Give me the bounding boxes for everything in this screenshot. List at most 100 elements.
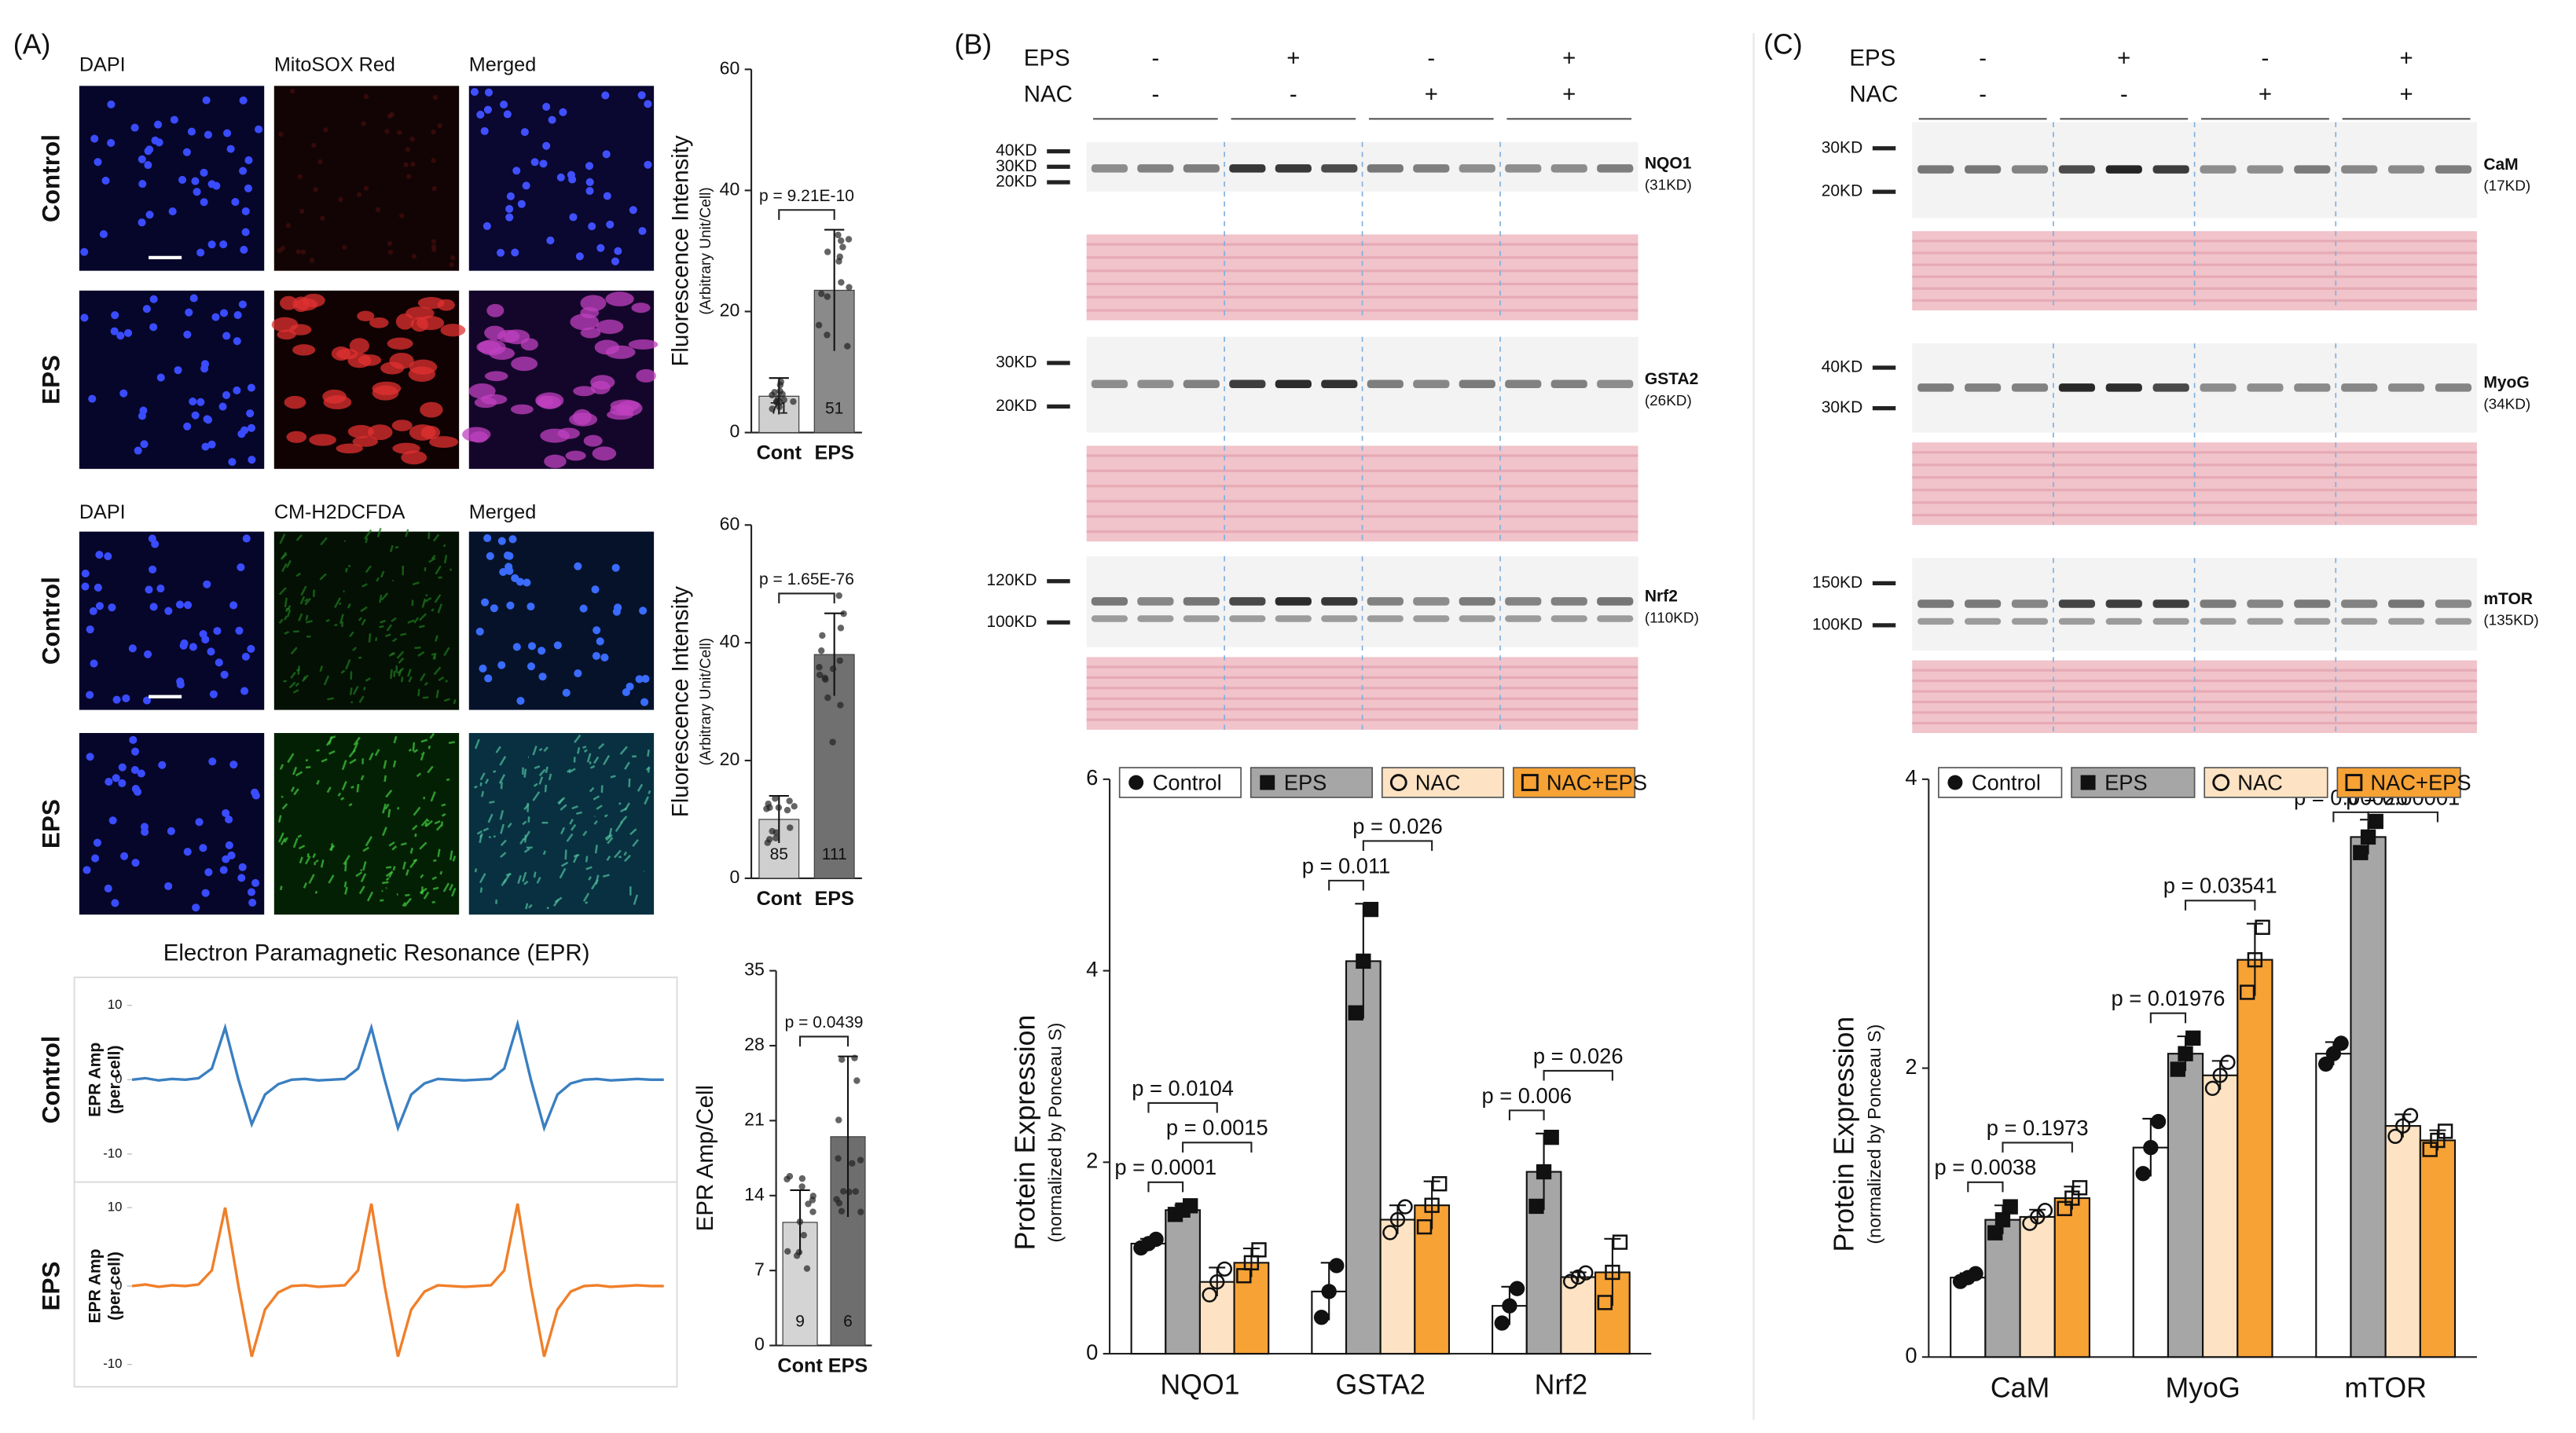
nucleus	[212, 181, 221, 190]
fiber	[382, 803, 387, 814]
nucleus	[644, 160, 652, 169]
marker-label: 40KD	[1822, 358, 1863, 376]
fiber	[571, 805, 578, 810]
treatment-sign: +	[1562, 45, 1576, 71]
x-tick-label: EPS	[814, 888, 853, 910]
speck	[300, 249, 306, 255]
micrograph	[79, 531, 265, 710]
fiber	[306, 620, 313, 624]
blot-band	[2200, 165, 2237, 174]
marker-label: 100KD	[1812, 615, 1862, 633]
nucleus	[484, 674, 493, 683]
replicate-dot	[2064, 1190, 2080, 1206]
data-dot	[857, 1156, 864, 1164]
fiber	[620, 807, 628, 813]
replicate-dot	[1216, 1261, 1233, 1277]
fiber	[278, 587, 287, 596]
treatment-sign: +	[1562, 82, 1576, 108]
data-dot	[817, 290, 825, 298]
data-dot	[776, 381, 784, 389]
fiber	[389, 544, 394, 552]
nucleus	[111, 311, 119, 320]
blot-band	[1413, 597, 1450, 606]
fiber	[300, 585, 307, 596]
fiber	[340, 669, 346, 674]
speck	[289, 88, 295, 94]
fiber	[573, 853, 580, 858]
nucleus	[90, 659, 98, 668]
fiber	[355, 871, 363, 878]
nucleus	[562, 688, 571, 697]
fiber	[588, 876, 592, 881]
fiber	[398, 669, 402, 676]
replicate-dot	[1562, 1274, 1579, 1289]
replicate-dot	[2430, 1132, 2446, 1149]
nucleus	[229, 601, 238, 610]
nucleus	[81, 570, 90, 578]
cell	[358, 354, 382, 366]
blot-membrane	[1086, 556, 1638, 647]
blot-band	[1137, 597, 1174, 606]
nucleus	[517, 200, 526, 208]
nucleus	[149, 603, 158, 611]
fiber	[365, 537, 369, 544]
blot-band	[1459, 379, 1495, 389]
nucleus	[138, 155, 146, 163]
fiber	[585, 856, 589, 863]
nucleus	[170, 115, 178, 124]
fiber	[443, 647, 450, 657]
blot-band	[1413, 615, 1450, 622]
legend-entry: EPS	[1249, 767, 1374, 798]
fiber	[543, 746, 549, 753]
fiber	[495, 746, 501, 753]
fiber	[420, 874, 424, 879]
fiber	[360, 775, 365, 781]
nucleus	[122, 694, 130, 702]
data-dot	[835, 592, 842, 599]
nucleus	[229, 760, 238, 769]
nucleus	[183, 601, 193, 610]
speck	[323, 127, 328, 133]
cell	[295, 298, 318, 311]
replicate-dot	[2395, 1118, 2411, 1134]
fiber	[449, 884, 453, 891]
fiber	[304, 598, 309, 603]
fiber	[343, 881, 347, 888]
treatment-sign: -	[2262, 45, 2270, 71]
nucleus	[483, 222, 491, 230]
fiber	[316, 749, 320, 752]
fiber	[558, 797, 564, 805]
treatment-sign: -	[1290, 82, 1297, 108]
y-axis-sublabel: (normalized by Ponceau S)	[1045, 1023, 1066, 1243]
blot-band	[1275, 615, 1312, 622]
fiber	[292, 766, 298, 775]
data-dot	[775, 804, 783, 812]
nucleus	[118, 779, 127, 788]
fiber	[327, 697, 334, 701]
x-tick-label: mTOR	[2344, 1373, 2427, 1404]
fiber	[349, 687, 353, 695]
blot-band	[2387, 165, 2425, 174]
fiber	[407, 619, 415, 624]
y-tick-label: 40	[720, 179, 740, 200]
legend-label: Control	[1972, 770, 2041, 794]
nucleus	[606, 220, 615, 229]
fiber	[341, 760, 347, 771]
cell	[536, 395, 554, 408]
x-tick-label: Cont	[757, 442, 802, 464]
blot-band	[2294, 618, 2331, 625]
nucleus	[500, 100, 508, 109]
cell	[474, 397, 497, 409]
fiber	[308, 874, 315, 885]
nucleus	[129, 735, 138, 744]
nucleus	[235, 626, 244, 635]
blot-band	[1917, 618, 1954, 625]
fiber	[648, 790, 651, 794]
y-tick-label: 0	[115, 1072, 122, 1087]
nucleus	[164, 881, 173, 891]
y-axis-sublabel: (per cell)	[106, 1046, 124, 1115]
treatment-sign: +	[1286, 45, 1300, 71]
fiber	[340, 797, 345, 801]
y-tick-label: 28	[744, 1034, 765, 1054]
nucleus	[88, 394, 97, 403]
